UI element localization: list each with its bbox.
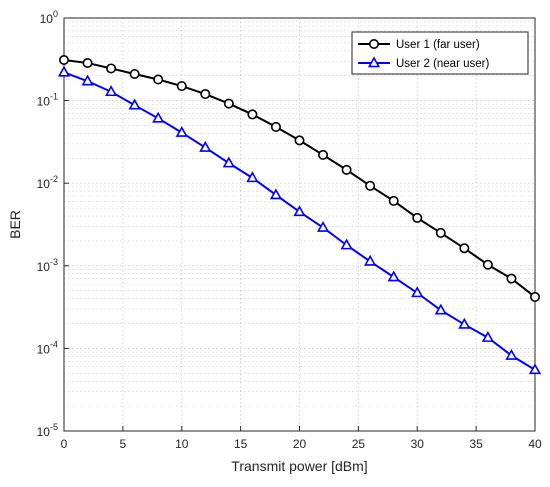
data-point <box>129 68 140 79</box>
major-grid <box>64 18 535 431</box>
data-point <box>57 65 71 77</box>
legend-label: User 2 (near user) <box>396 58 489 70</box>
x-tick-label: 20 <box>293 437 307 451</box>
data-point <box>153 74 164 85</box>
data-point <box>387 270 400 282</box>
data-point <box>458 317 471 329</box>
data-point <box>506 273 517 284</box>
x-tick-label: 25 <box>352 437 366 451</box>
legend-marker <box>367 56 381 68</box>
data-point <box>293 205 306 217</box>
series-2 <box>57 65 542 375</box>
x-tick-label: 35 <box>469 437 483 451</box>
data-point <box>247 109 258 120</box>
data-point <box>199 140 212 152</box>
data-point <box>434 303 447 315</box>
data-point <box>388 195 399 206</box>
data-point <box>528 363 542 375</box>
legend: User 1 (far user) User 2 (near user) <box>351 31 529 75</box>
x-axis-label: Transmit power [dBm] <box>231 458 367 474</box>
data-point <box>269 188 283 200</box>
data-point <box>316 220 330 232</box>
data-point <box>340 238 353 250</box>
data-point <box>81 74 94 86</box>
series-1 <box>58 55 540 302</box>
data-point <box>318 149 329 160</box>
x-tick-label: 15 <box>234 437 248 451</box>
data-point <box>222 156 235 168</box>
x-tick-label: 5 <box>120 437 127 451</box>
legend-box <box>351 31 529 75</box>
x-tick-label: 40 <box>528 437 542 451</box>
data-point <box>152 111 165 123</box>
data-point <box>364 254 377 266</box>
axis-ticks: 0 5 10 15 20 25 30 35 40 100 10-1 10-2 10-3 10-4 10-5 <box>37 9 542 451</box>
plot-area <box>64 18 535 431</box>
y-tick-label: 10-1 <box>37 92 58 109</box>
data-point <box>481 330 495 342</box>
y-tick-label: 10-2 <box>37 174 58 191</box>
legend-label: User 1 (far user) <box>396 39 480 51</box>
x-tick-label: 0 <box>61 437 68 451</box>
data-point <box>482 259 493 270</box>
y-tick-label: 100 <box>40 9 58 26</box>
data-point <box>529 291 540 302</box>
data-point <box>412 212 423 223</box>
data-point <box>223 98 234 109</box>
legend-marker <box>368 38 379 49</box>
y-tick-label: 10-5 <box>37 422 58 439</box>
data-point <box>294 135 305 146</box>
data-point <box>128 98 141 110</box>
data-point <box>104 85 118 97</box>
data-point <box>106 63 117 74</box>
series-layer <box>57 55 542 375</box>
data-point <box>270 121 281 132</box>
data-point <box>459 243 470 254</box>
y-tick-label: 10-4 <box>37 339 58 356</box>
data-point <box>246 171 259 183</box>
data-point <box>200 89 211 100</box>
data-point <box>435 227 446 238</box>
data-point <box>411 286 424 298</box>
data-point <box>505 348 518 360</box>
data-point <box>82 58 93 69</box>
y-axis-label: BER <box>7 210 23 239</box>
data-point <box>58 55 69 66</box>
x-tick-label: 10 <box>175 437 189 451</box>
minor-grid <box>64 21 535 407</box>
data-point <box>176 81 187 92</box>
x-tick-label: 30 <box>411 437 425 451</box>
data-point <box>175 125 188 137</box>
data-point <box>341 164 352 175</box>
y-tick-label: 10-3 <box>37 257 58 274</box>
data-point <box>365 180 376 191</box>
